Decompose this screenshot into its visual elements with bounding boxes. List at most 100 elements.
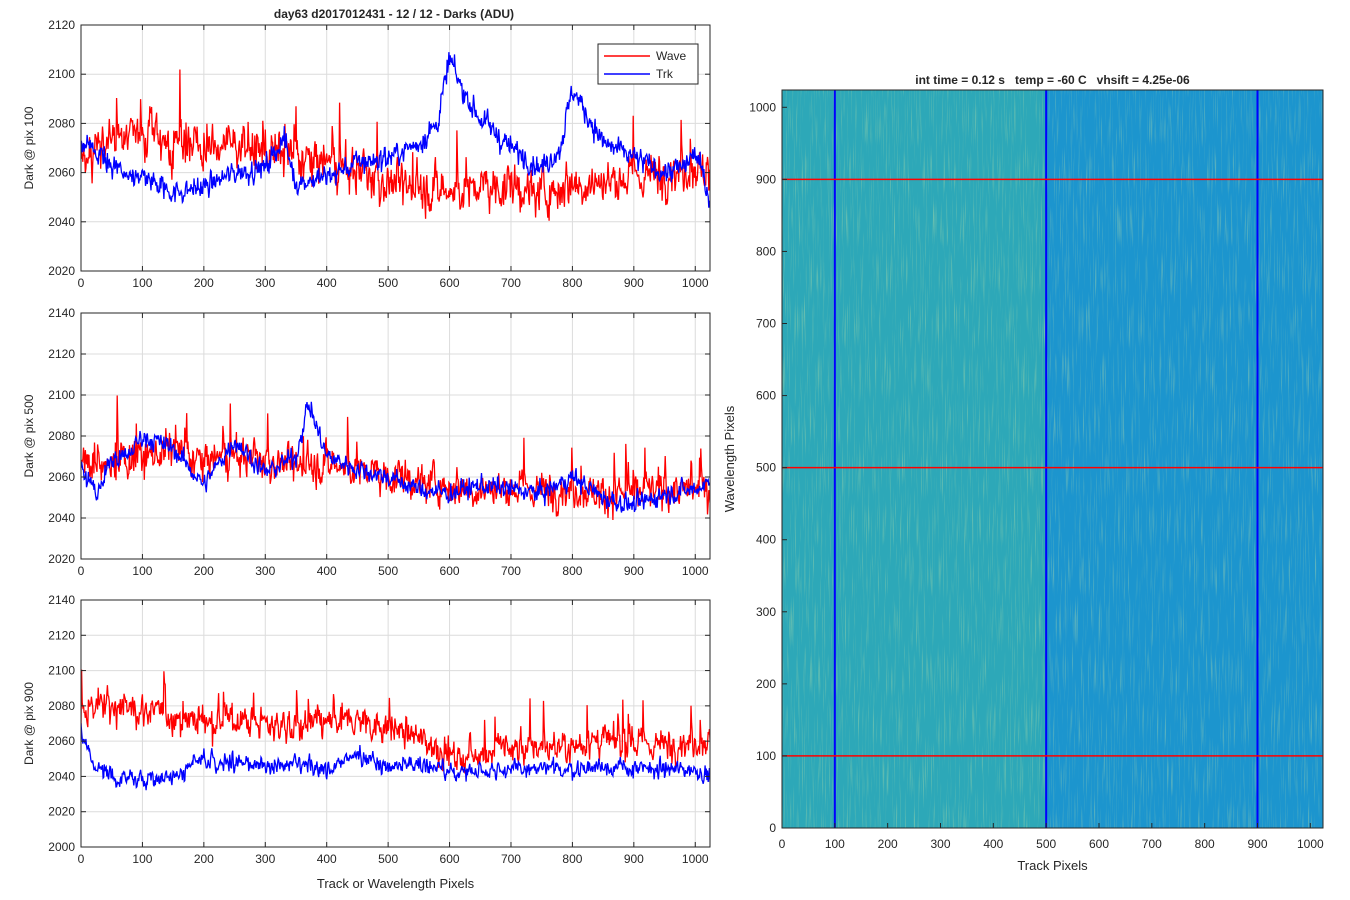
line-panel-1: 0 100 200 300 400 500 600 700 800 900 1000 2020 2040…	[22, 18, 711, 290]
x-axis-label: Track Pixels	[1017, 858, 1088, 873]
y-axis-label: Dark @ pix 900	[22, 682, 36, 765]
y-axis-label: Dark @ pix 500	[22, 394, 36, 477]
x-tick-label: 100	[825, 837, 845, 851]
x-tick-label: 600	[440, 564, 460, 578]
y-tick-label: 200	[756, 677, 776, 691]
x-tick-label: 300	[255, 852, 275, 866]
line-panel-3: 0 100 200 300 400 500 600 700 800 900 1000 2000 2020…	[22, 593, 711, 891]
x-tick-label: 400	[317, 276, 337, 290]
y-tick-label: 2080	[48, 699, 75, 713]
legend-entry: Trk	[656, 67, 674, 81]
x-tick-label: 800	[562, 852, 582, 866]
x-tick-label: 300	[255, 564, 275, 578]
series-trk-line	[81, 723, 710, 791]
x-tick-label: 400	[317, 852, 337, 866]
x-tick-label: 100	[132, 564, 152, 578]
x-tick-label: 800	[562, 564, 582, 578]
series-wave-line	[81, 69, 710, 221]
x-tick-label: 700	[501, 852, 521, 866]
x-tick-label: 1000	[682, 276, 709, 290]
y-tick-label: 2100	[48, 67, 75, 81]
x-tick-label: 700	[1142, 837, 1162, 851]
x-tick-label: 600	[1089, 837, 1109, 851]
legend: Wave Trk	[597, 43, 699, 85]
x-tick-label: 800	[1195, 837, 1215, 851]
figure-title: day63 d2017012431 - 12 / 12 - Darks (ADU…	[274, 7, 514, 21]
y-tick-label: 2060	[48, 734, 75, 748]
y-tick-label: 2100	[48, 388, 75, 402]
y-tick-label: 2040	[48, 215, 75, 229]
y-tick-label: 2000	[48, 840, 75, 854]
x-tick-label: 100	[132, 276, 152, 290]
x-tick-label: 0	[78, 852, 85, 866]
y-tick-label: 500	[756, 461, 776, 475]
series-wave-line	[81, 395, 710, 521]
x-tick-label: 500	[378, 564, 398, 578]
series-trk-line	[81, 52, 710, 208]
x-tick-label: 700	[501, 276, 521, 290]
series-trk-line	[81, 401, 710, 513]
x-tick-label: 900	[1247, 837, 1267, 851]
legend-entry: Wave	[656, 49, 687, 63]
y-tick-label: 2040	[48, 769, 75, 783]
y-tick-label: 2020	[48, 805, 75, 819]
heatmap-texture	[782, 90, 1323, 828]
x-tick-label: 300	[255, 276, 275, 290]
line-panel-2: 0 100 200 300 400 500 600 700 800 900 1000 2020 2040…	[22, 306, 711, 578]
y-tick-label: 900	[756, 172, 776, 186]
axes-frame	[80, 24, 711, 272]
heatmap-panel: 0 100 200 300 400 500 600 700 800 900 1000 0 100 200 3…	[722, 73, 1324, 873]
heatmap-title: int time = 0.12 s temp = -60 C vhsift = …	[915, 73, 1190, 87]
y-tick-label: 2100	[48, 664, 75, 678]
x-tick-label: 400	[983, 837, 1003, 851]
x-tick-label: 900	[624, 564, 644, 578]
x-tick-label: 600	[440, 852, 460, 866]
y-tick-label: 800	[756, 244, 776, 258]
y-tick-label: 2020	[48, 264, 75, 278]
x-tick-label: 500	[378, 276, 398, 290]
y-axis-label: Wavelength Pixels	[722, 405, 737, 512]
x-axis-label: Track or Wavelength Pixels	[317, 876, 475, 891]
x-tick-label: 200	[878, 837, 898, 851]
x-tick-label: 1000	[1297, 837, 1324, 851]
x-tick-label: 500	[1036, 837, 1056, 851]
y-tick-label: 0	[769, 821, 776, 835]
y-tick-label: 2140	[48, 306, 75, 320]
y-tick-label: 2120	[48, 628, 75, 642]
x-tick-label: 900	[624, 852, 644, 866]
y-tick-label: 2120	[48, 347, 75, 361]
x-tick-label: 400	[317, 564, 337, 578]
y-tick-label: 2020	[48, 552, 75, 566]
y-tick-label: 400	[756, 533, 776, 547]
y-tick-label: 2080	[48, 429, 75, 443]
x-tick-label: 300	[930, 837, 950, 851]
y-tick-label: 700	[756, 317, 776, 331]
x-tick-label: 700	[501, 564, 521, 578]
y-tick-label: 1000	[749, 100, 776, 114]
x-tick-label: 600	[440, 276, 460, 290]
x-tick-label: 1000	[682, 564, 709, 578]
x-tick-label: 1000	[682, 852, 709, 866]
y-tick-label: 2060	[48, 470, 75, 484]
legend-box	[597, 43, 699, 85]
y-tick-label: 300	[756, 605, 776, 619]
x-tick-label: 200	[194, 564, 214, 578]
y-tick-label: 2120	[48, 18, 75, 32]
x-tick-label: 800	[562, 276, 582, 290]
x-tick-label: 100	[132, 852, 152, 866]
x-tick-label: 0	[78, 276, 85, 290]
series-wave-line	[81, 669, 710, 774]
y-tick-label: 2140	[48, 593, 75, 607]
axes-frame	[80, 599, 711, 848]
y-tick-label: 2040	[48, 511, 75, 525]
y-tick-label: 2080	[48, 116, 75, 130]
x-tick-label: 0	[78, 564, 85, 578]
x-tick-label: 500	[378, 852, 398, 866]
y-tick-label: 600	[756, 389, 776, 403]
x-tick-label: 200	[194, 276, 214, 290]
x-tick-label: 200	[194, 852, 214, 866]
x-tick-label: 900	[624, 276, 644, 290]
heatmap-image	[782, 90, 1323, 828]
x-tick-label: 0	[779, 837, 786, 851]
